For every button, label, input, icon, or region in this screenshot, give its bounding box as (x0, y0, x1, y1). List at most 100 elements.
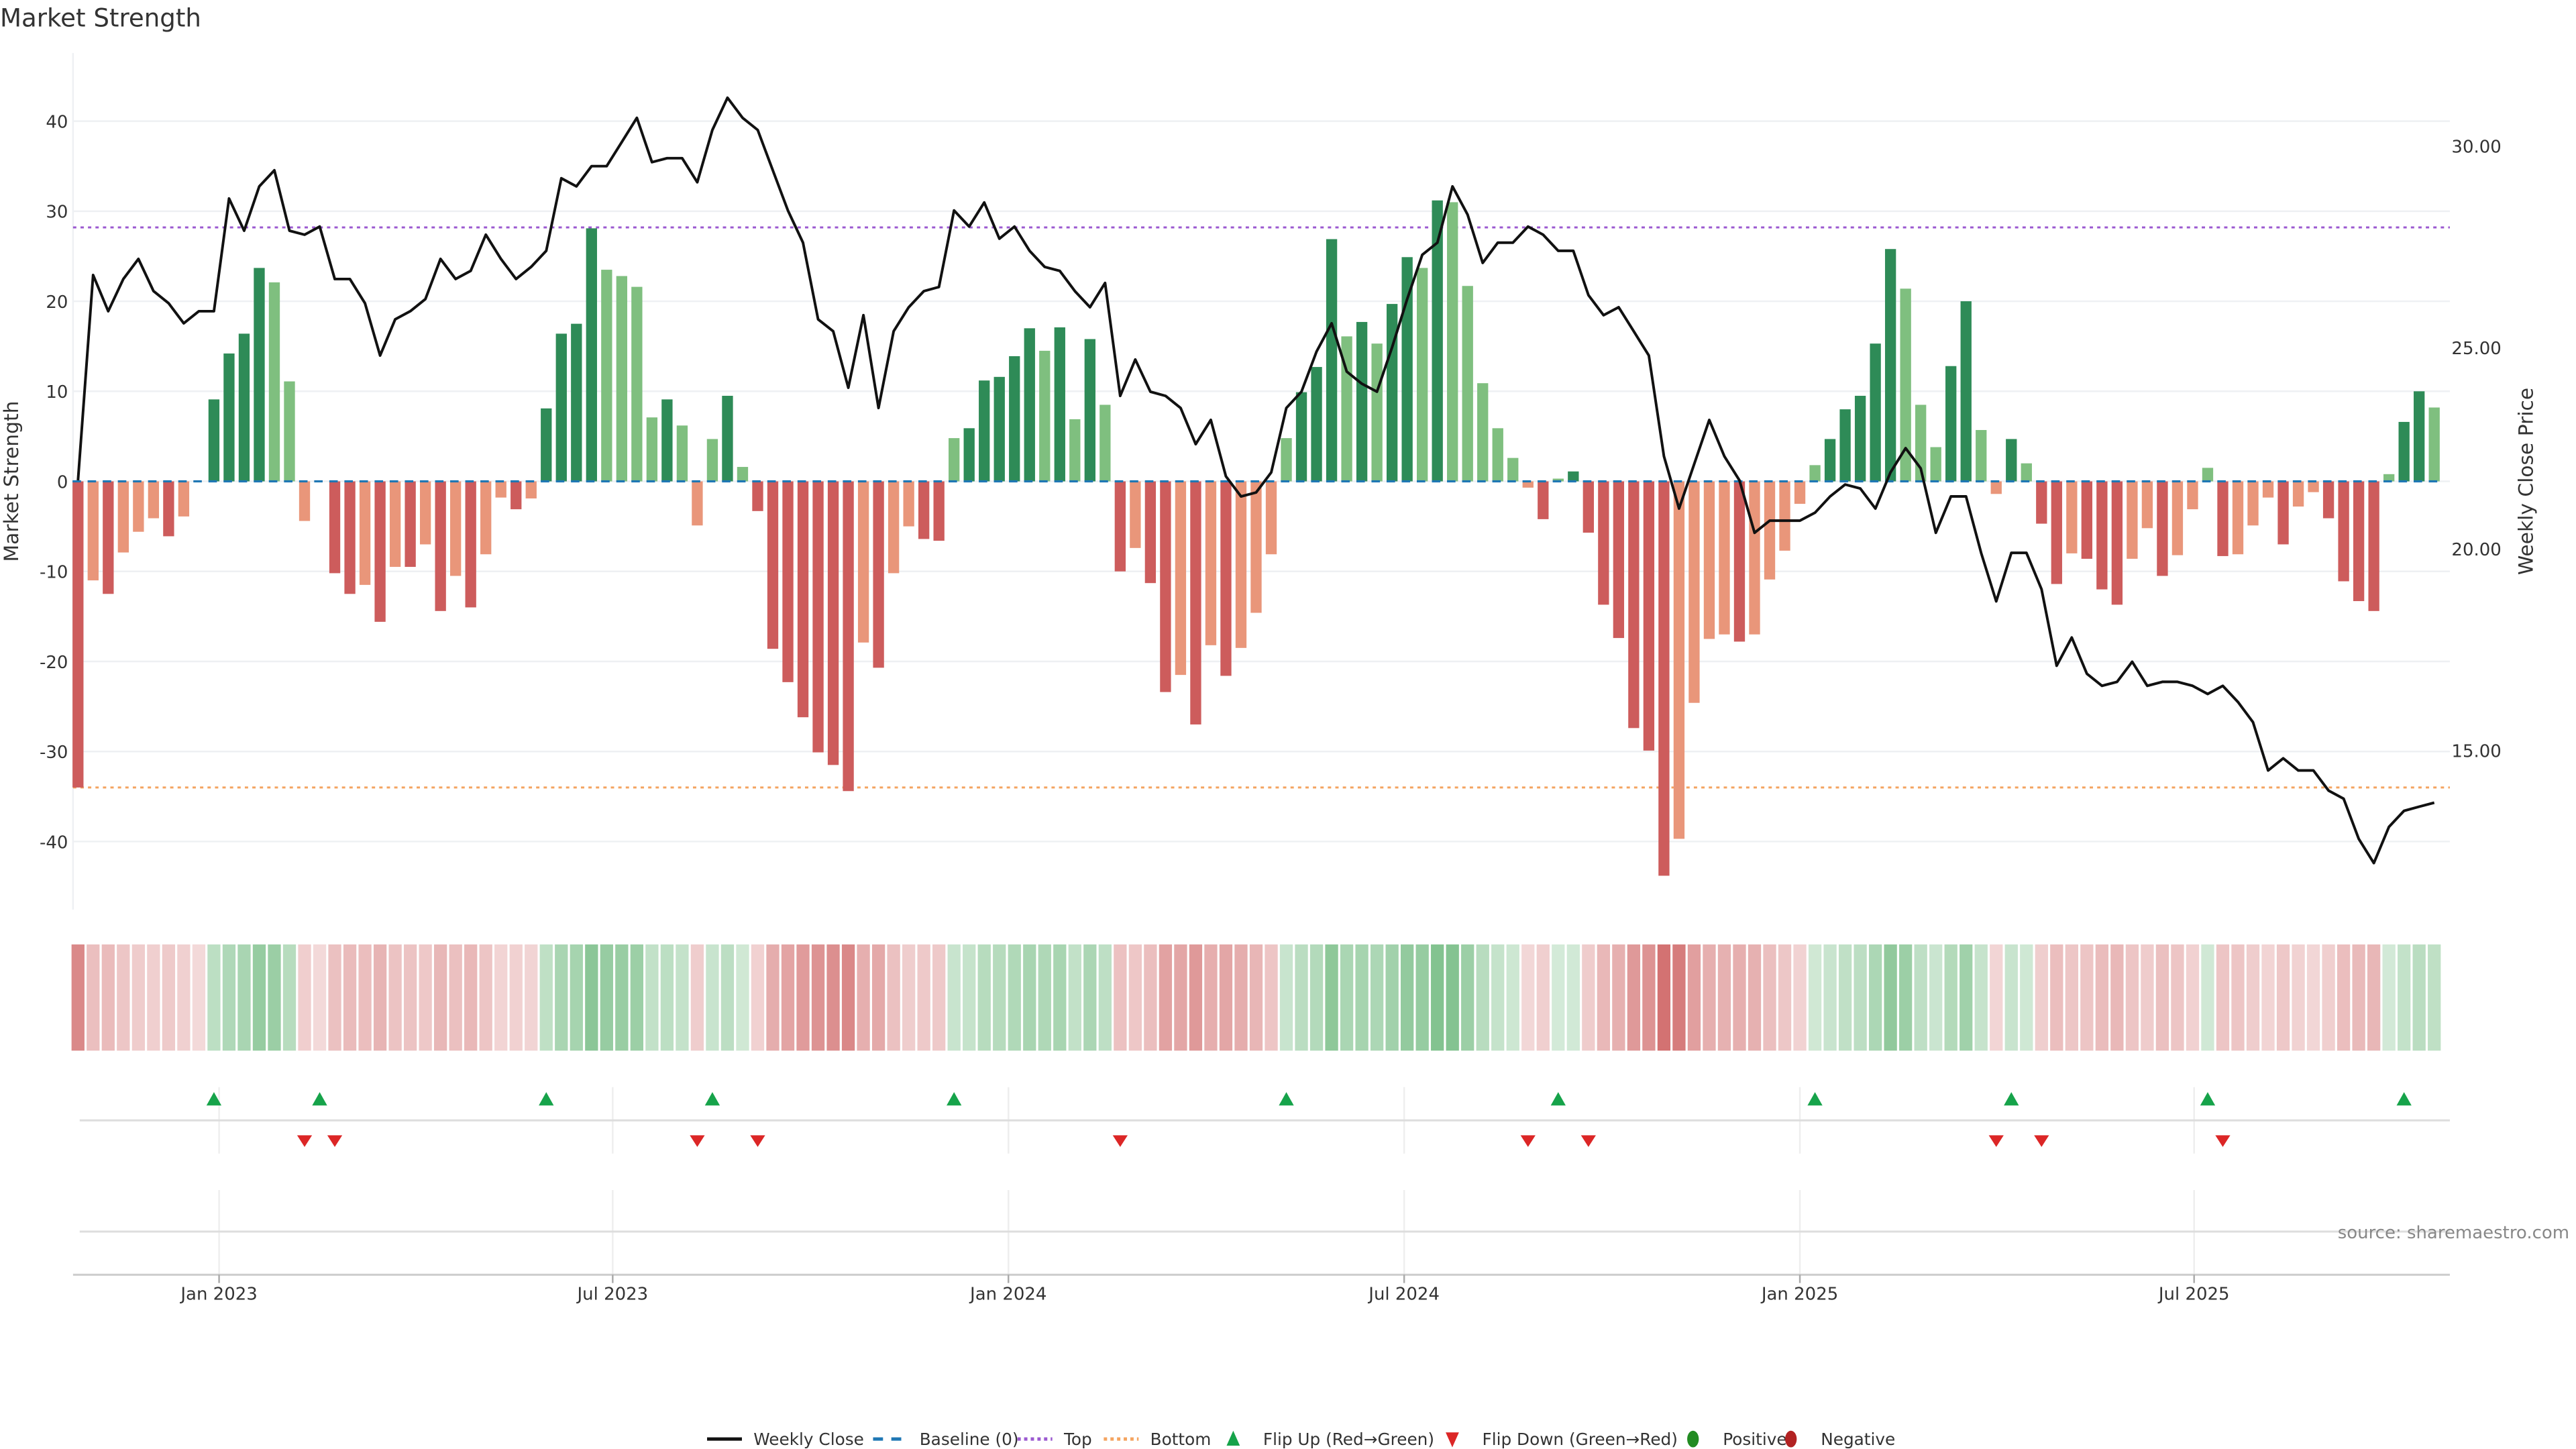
strength-bar (1205, 481, 1217, 645)
flip-up-marker (2200, 1092, 2216, 1106)
strip-cell (826, 944, 840, 1051)
strength-bar (2322, 481, 2334, 519)
strength-bar (2006, 439, 2017, 482)
strength-bar (1839, 409, 1851, 482)
strength-bar (1356, 321, 1368, 482)
strip-cell (706, 944, 719, 1051)
x-tick-label: Jan 2024 (969, 1284, 1046, 1304)
strength-bar (223, 353, 235, 482)
flip-down-marker (1112, 1135, 1128, 1147)
strip-cell (1657, 944, 1671, 1051)
strip-cell (358, 944, 372, 1051)
legend-item: Positive (1687, 1430, 1787, 1449)
strip-cell (2171, 944, 2184, 1051)
strip-cell (1793, 944, 1807, 1051)
legend-label: Positive (1723, 1430, 1786, 1449)
strip-cell (147, 944, 160, 1051)
strip-cell (1144, 944, 1157, 1051)
strength-bar (631, 286, 643, 482)
strip-cell (1884, 944, 1897, 1051)
strength-bar (389, 481, 401, 568)
strength-bar (1960, 301, 1972, 482)
strength-bar (857, 481, 869, 643)
strip-cell (676, 944, 689, 1051)
strip-cell (373, 944, 387, 1051)
strip-cell (1401, 944, 1414, 1051)
circle-icon (1687, 1430, 1699, 1448)
strip-cell (162, 944, 176, 1051)
strength-bar (2021, 463, 2032, 482)
strength-bar (2232, 481, 2244, 555)
strip-cell (313, 944, 327, 1051)
y-tick-label: 40 (46, 113, 68, 133)
strength-bar (344, 481, 356, 594)
strength-heat-strip (71, 944, 2441, 1051)
strip-cell (615, 944, 629, 1051)
strip-cell (2261, 944, 2275, 1051)
flip-markers-panel (79, 1087, 2450, 1275)
legend-label: Top (1063, 1430, 1092, 1449)
strength-bar (1507, 458, 1519, 482)
strength-bar (2187, 481, 2198, 510)
strip-cell (1415, 944, 1429, 1051)
strength-bar (2127, 481, 2138, 559)
circle-icon (1785, 1430, 1797, 1448)
strength-bar (450, 481, 462, 576)
strip-cell (1249, 944, 1263, 1051)
flip-up-marker (1550, 1092, 1566, 1106)
strip-cell (1309, 944, 1324, 1051)
flip-down-marker (1988, 1135, 2004, 1147)
strip-cell (464, 944, 478, 1051)
strength-bar (1099, 405, 1111, 482)
strip-cell (2337, 944, 2351, 1051)
strip-cell (645, 944, 659, 1051)
strength-bar (2141, 481, 2153, 529)
strength-bar (1084, 339, 1095, 482)
y-tick-label: -40 (40, 833, 68, 853)
strip-cell (2201, 944, 2214, 1051)
strength-bar (2398, 421, 2410, 482)
strength-bar (812, 481, 824, 753)
strength-bar (2353, 481, 2365, 602)
strip-cell (1960, 944, 1973, 1051)
strength-bar (1054, 327, 1065, 482)
strip-cell (857, 944, 870, 1051)
strength-bar (2171, 481, 2184, 555)
strip-cell (630, 944, 644, 1051)
strength-bar (1749, 481, 1760, 635)
strip-cell (1128, 944, 1142, 1051)
strip-cell (2125, 944, 2139, 1051)
strip-cell (2155, 944, 2169, 1051)
strength-bar (465, 481, 476, 608)
strength-bar (918, 481, 930, 539)
strength-bar (1311, 367, 1322, 482)
strength-bar (1945, 366, 1957, 482)
strip-cell (509, 944, 523, 1051)
strip-cell (2276, 944, 2290, 1051)
strip-cell (1748, 944, 1762, 1051)
strength-bar (737, 467, 749, 482)
strip-cell (947, 944, 961, 1051)
strength-bar (435, 481, 446, 611)
strength-bar (148, 481, 160, 519)
flip-down-marker (327, 1135, 343, 1147)
strip-cell (1929, 944, 1943, 1051)
strip-cell (2110, 944, 2124, 1051)
strip-cell (1476, 944, 1489, 1051)
strength-bar (1703, 481, 1715, 639)
y-tick-label: 0 (57, 472, 68, 492)
strength-bar (797, 481, 809, 718)
strip-cell (1808, 944, 1822, 1051)
strength-bar (254, 268, 265, 482)
left-y-axis: 40 30 20 10 0 -10 -20 -30 -40 (40, 113, 68, 853)
strip-cell (419, 944, 432, 1051)
y2-tick-label: 20.00 (2451, 540, 2501, 560)
strip-cell (2412, 944, 2426, 1051)
strip-cell (2095, 944, 2109, 1051)
strip-cell (1582, 944, 1595, 1051)
chart-title: Market Strength (0, 4, 201, 33)
strip-cell (2322, 944, 2335, 1051)
strip-cell (1446, 944, 1459, 1051)
strength-bar (103, 481, 114, 594)
strength-bar (1175, 481, 1187, 676)
